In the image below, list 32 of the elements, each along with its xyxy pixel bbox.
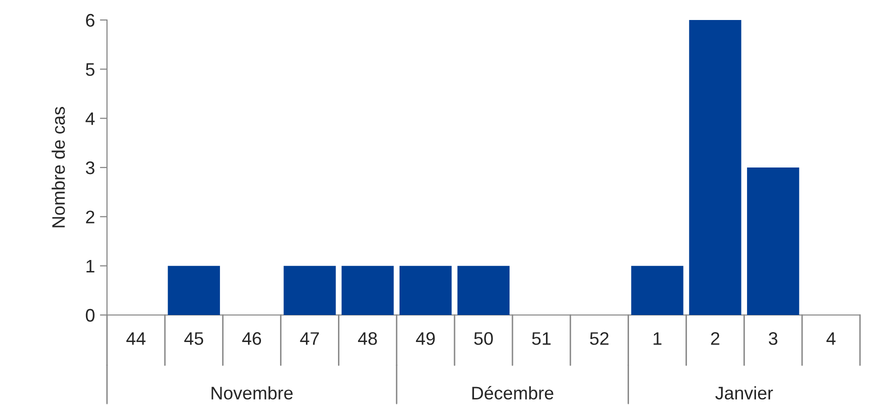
x-tick-label: 2 [711, 332, 720, 345]
x-tick-label: 4 [826, 332, 836, 345]
x-tick-label: 49 [416, 332, 435, 345]
x-tick-label: 3 [768, 332, 778, 345]
x-tick-label: 44 [126, 332, 146, 345]
y-tick-label: 1 [86, 260, 94, 272]
x-tick-label: 45 [184, 332, 204, 345]
x-tick-label: 48 [358, 332, 377, 345]
x-tick-label: 51 [532, 332, 551, 345]
bar [689, 20, 742, 315]
y-tick-label: 0 [86, 308, 94, 322]
x-tick-label: 1 [654, 332, 662, 345]
text: Décembre [472, 386, 554, 400]
y-tick-label: 4 [86, 112, 95, 125]
y-tick-label: 5 [86, 63, 94, 76]
y-tick-label: 3 [86, 161, 94, 174]
bar [631, 266, 684, 315]
bar [342, 266, 394, 315]
x-tick-label: 52 [590, 332, 608, 345]
bar [284, 266, 336, 315]
y-tick-label: 6 [86, 14, 94, 27]
bar [457, 266, 510, 315]
y-axis-title: Nombre de cas [52, 106, 65, 228]
y-tick-label: 2 [86, 210, 94, 224]
bar [168, 266, 220, 315]
bar [400, 266, 452, 315]
text: Janvier [715, 386, 773, 400]
bar [747, 168, 800, 315]
text: Novembre [212, 386, 293, 400]
x-tick-label: 50 [474, 332, 493, 345]
x-tick-label: 47 [300, 332, 319, 345]
x-tick-label: 46 [242, 332, 262, 345]
